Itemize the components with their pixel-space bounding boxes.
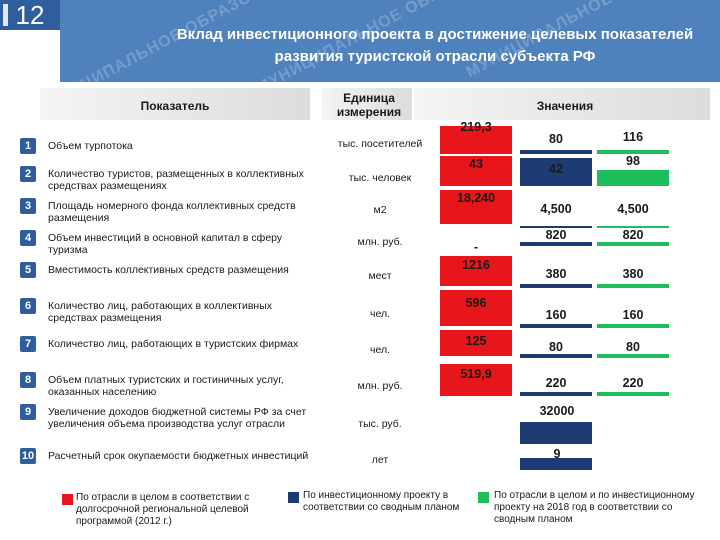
row-number: 8 (20, 372, 36, 388)
green-bar (597, 170, 669, 186)
legend-label: По отрасли в целом в соответствии с долг… (76, 492, 250, 527)
row-indicator-name: Объем инвестиций в основной капитал в сф… (48, 232, 283, 256)
legend-swatch (288, 492, 299, 503)
column-header-bg (322, 88, 412, 120)
legend-swatch (478, 492, 489, 503)
row-indicator-name: Количество туристов, размещенных в колле… (48, 168, 304, 192)
blue-value-label: 220 (545, 376, 567, 390)
red-bar (440, 190, 512, 224)
green-bar (597, 324, 669, 328)
red-value-label: 18,240 (456, 191, 496, 205)
red-value-label: - (473, 240, 479, 254)
legend-label: По отрасли в целом и по инвестиционному … (494, 490, 695, 525)
green-bar (597, 354, 669, 358)
slide-number: 12 (0, 0, 60, 30)
row-indicator-name: Количество лиц, работающих в туристских … (48, 338, 299, 350)
row-number: 10 (20, 448, 36, 464)
column-header-bg (414, 88, 710, 120)
red-bar (440, 126, 512, 154)
blue-bar (520, 158, 592, 186)
blue-bar (520, 354, 592, 358)
green-bar (597, 226, 669, 228)
green-bar (597, 150, 669, 154)
row-number: 6 (20, 298, 36, 314)
red-value-label: 1216 (462, 258, 490, 272)
row-unit: тыс. человек (348, 172, 412, 184)
red-value-label: 43 (469, 157, 483, 171)
red-bar (440, 156, 512, 186)
row-number: 2 (20, 166, 36, 182)
blue-value-label: 380 (545, 267, 567, 281)
row-indicator-name: Объем платных туристских и гостиничных у… (48, 374, 284, 398)
blue-bar (520, 242, 592, 246)
green-value-label: 380 (622, 267, 644, 281)
red-bar (440, 330, 512, 356)
legend-swatch (62, 494, 73, 505)
green-value-label: 4,500 (617, 202, 649, 216)
row-number: 5 (20, 262, 36, 278)
blue-bar (520, 392, 592, 396)
row-unit: млн. руб. (357, 236, 403, 248)
blue-value-label: 32000 (539, 404, 575, 418)
green-value-label: 160 (622, 308, 644, 322)
blue-value-label: 42 (549, 162, 563, 176)
row-indicator-name: Площадь номерного фонда коллективных сре… (48, 200, 296, 224)
header-band: МУНИЦИПАЛЬНОЕ ОБРАЗОВАНИЕ МУНИЦИПАЛЬНОЕ … (33, 0, 720, 117)
red-bar (440, 290, 512, 326)
green-value-label: 80 (626, 340, 640, 354)
column-header-bg (40, 88, 310, 120)
row-unit: тыс. посетителей (337, 138, 423, 150)
blue-value-label: 820 (545, 228, 567, 242)
row-unit: лет (371, 454, 389, 466)
red-bar (440, 364, 512, 396)
red-value-label: 519,9 (460, 367, 492, 381)
blue-bar (520, 422, 592, 444)
row-unit: чел. (369, 308, 390, 320)
column-header-unit: Единица измерения (336, 91, 402, 119)
blue-value-label: 9 (553, 447, 561, 461)
row-unit: чел. (369, 344, 390, 356)
blue-bar (520, 226, 592, 228)
row-unit: млн. руб. (357, 380, 403, 392)
green-bar (597, 392, 669, 396)
row-indicator-name: Расчетный срок окупаемости бюджетных инв… (48, 450, 309, 462)
green-value-label: 820 (622, 228, 644, 242)
row-number: 3 (20, 198, 36, 214)
red-value-label: 219,3 (460, 120, 492, 134)
blue-bar (520, 150, 592, 154)
green-bar (597, 242, 669, 246)
page-title: Вклад инвестиционного проекта в достижен… (176, 26, 694, 65)
row-unit: тыс. руб. (358, 418, 402, 430)
row-unit: м2 (373, 204, 387, 216)
red-bar (440, 256, 512, 286)
blue-bar (520, 324, 592, 328)
green-bar (597, 284, 669, 288)
row-number: 1 (20, 138, 36, 154)
green-value-label: 220 (622, 376, 644, 390)
blue-bar (520, 458, 592, 470)
row-number: 9 (20, 404, 36, 420)
row-number: 7 (20, 336, 36, 352)
legend-label: По инвестиционному проекту в соответстви… (303, 490, 460, 513)
row-number: 4 (20, 230, 36, 246)
column-header-values: Значения (536, 99, 594, 113)
row-indicator-name: Объем турпотока (48, 140, 133, 152)
red-value-label: 125 (465, 334, 487, 348)
green-value-label: 116 (622, 130, 644, 144)
blue-bar (520, 284, 592, 288)
blue-value-label: 80 (549, 340, 563, 354)
red-value-label: 596 (465, 296, 487, 310)
row-indicator-name: Вместимость коллективных средств размеще… (48, 264, 289, 276)
row-indicator-name: Увеличение доходов бюджетной системы РФ … (48, 406, 307, 430)
row-unit: мест (368, 270, 392, 282)
green-value-label: 98 (626, 154, 640, 168)
column-header-indicator: Показатель (140, 99, 210, 113)
blue-value-label: 80 (549, 132, 563, 146)
blue-value-label: 160 (545, 308, 567, 322)
blue-value-label: 4,500 (540, 202, 572, 216)
row-indicator-name: Количество лиц, работающих в коллективны… (48, 300, 272, 324)
